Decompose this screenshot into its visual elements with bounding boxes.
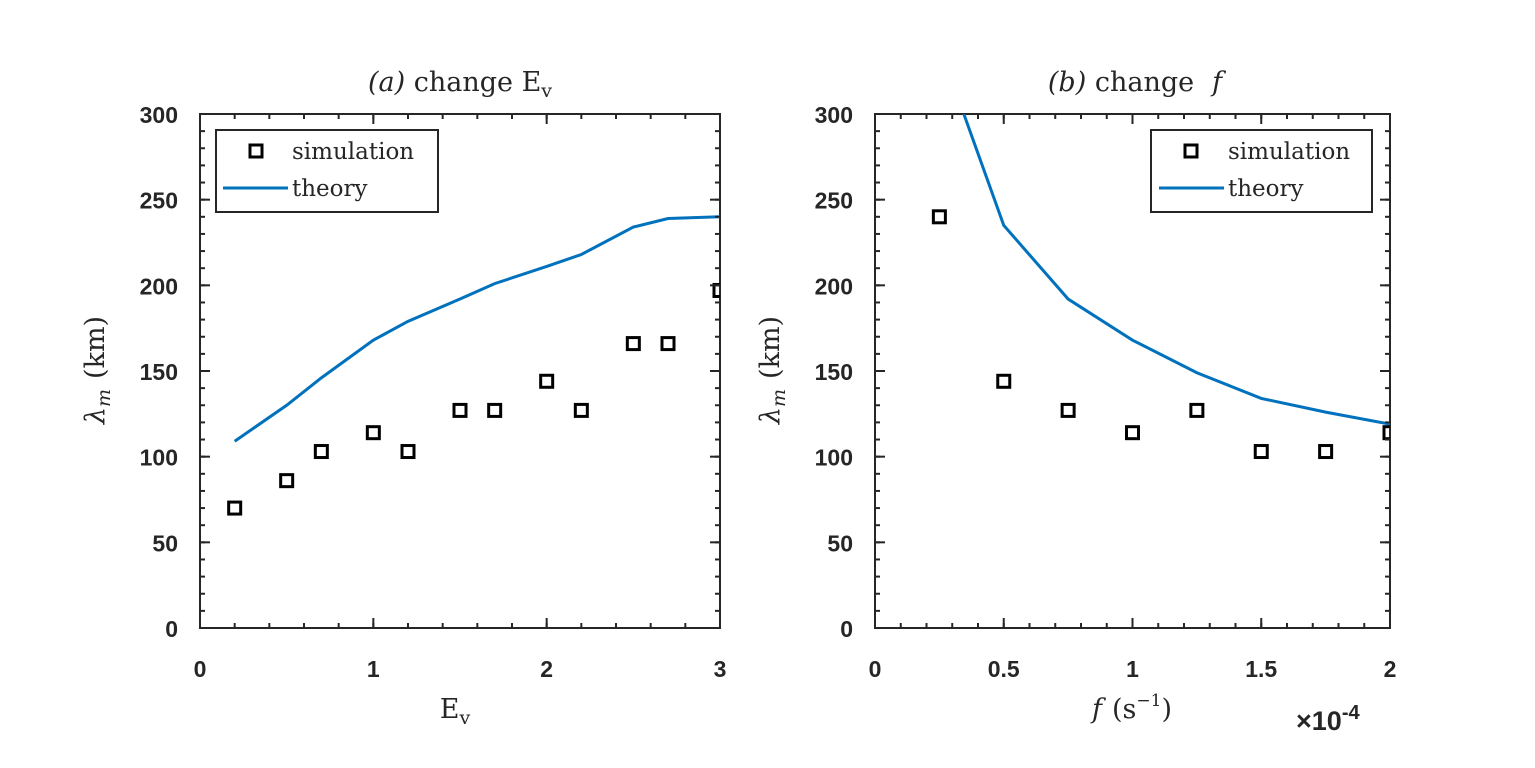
panel-a-y-tick-label: 150 [140, 359, 178, 385]
panel-b-simulation-point [1125, 425, 1140, 441]
panel-a-theory-line [233, 215, 720, 443]
panel-b-xlabel: f (s−1) [1090, 691, 1172, 725]
panel-a-simulation-point [452, 402, 468, 418]
panel-b-x-tick-label: 0 [869, 656, 882, 682]
panel-a-xlabel: Ev [440, 694, 471, 729]
panel-b-y-tick-label: 50 [827, 530, 853, 556]
panel-b-plot-area [931, 114, 1390, 460]
panel-b-ylabel: λm(km) [755, 316, 790, 425]
panel-a-simulation-point [539, 373, 555, 389]
panel-b-y-tick-label: 200 [815, 273, 853, 299]
panel-b-legend-theory-label: theory [1228, 176, 1304, 202]
panel-b-x-tick-label: 1.5 [1245, 656, 1277, 682]
panel-b-simulation-point [1189, 402, 1205, 418]
panel-b-simulation-point [1060, 402, 1076, 418]
panel-a-legend-sim-marker [248, 143, 264, 159]
panel-b-x-multiplier: ×10-4 [1296, 702, 1360, 736]
panel-b-legend-sim-label: simulation [1228, 139, 1350, 165]
panel-b-legend-sim-marker [1183, 143, 1199, 159]
panel-a-y-tick-label: 0 [165, 616, 178, 642]
panel-a-legend-sim-label: simulation [292, 139, 414, 165]
panel-a-y-tick-label: 200 [140, 273, 178, 299]
panel-b-simulation-point [931, 209, 947, 225]
panel-a-y-tick-label: 300 [140, 102, 178, 128]
panel-a-y-tick-label: 250 [140, 188, 178, 214]
panel-b-title: (b) change f [1048, 67, 1226, 98]
panel-a-simulation-point [487, 402, 503, 418]
panel-a-simulation-point [573, 402, 589, 418]
panel-b-x-tick-label: 1 [1126, 656, 1139, 682]
panel-a-y-tick-label: 100 [140, 445, 178, 471]
panel-a-simulation-point [227, 500, 243, 516]
panel-a-simulation-point [365, 425, 381, 441]
panel-b-y-tick-label: 150 [815, 359, 853, 385]
panel-b-simulation-point [1253, 444, 1269, 460]
panel-a-plot-area [227, 215, 720, 516]
panel-a-legend-theory-label: theory [292, 176, 368, 202]
panel-b-legend: simulation theory [1150, 129, 1373, 213]
panel-b: (b) change f f (s−1) ×10-4 λm(km) simulati… [755, 67, 1396, 736]
panel-a-simulation-point [313, 444, 329, 460]
panel-a-x-tick-label: 1 [367, 656, 380, 682]
panel-a-x-tick-label: 2 [540, 656, 553, 682]
panel-b-theory-line [962, 114, 1390, 426]
panel-a-simulation-point [400, 444, 416, 460]
panel-a-simulation-point [625, 336, 641, 352]
panel-a-simulation-point [712, 282, 720, 298]
panel-a-ylabel: λm(km) [80, 316, 115, 425]
panel-a-simulation-point [279, 473, 295, 489]
panel-a: (a) change Ev Ev λm(km) simulation theor… [80, 67, 726, 729]
panel-a-x-tick-label: 3 [714, 656, 727, 682]
panel-b-y-tick-label: 0 [840, 616, 853, 642]
panel-a-x-tick-label: 0 [194, 656, 207, 682]
panel-b-x-tick-label: 0.5 [988, 656, 1020, 682]
panel-b-simulation-point [1382, 425, 1390, 441]
panel-a-y-tick-label: 50 [152, 530, 178, 556]
panel-a-title: (a) change Ev [368, 67, 552, 102]
panel-a-simulation-point [660, 336, 676, 352]
panel-b-simulation-point [996, 373, 1012, 389]
panel-b-simulation-point [1318, 444, 1334, 460]
panel-b-x-tick-label: 2 [1384, 656, 1397, 682]
panel-b-y-tick-label: 250 [815, 188, 853, 214]
panel-b-y-tick-label: 300 [815, 102, 853, 128]
panel-a-legend: simulation theory [215, 129, 439, 213]
panel-b-y-tick-label: 100 [815, 445, 853, 471]
